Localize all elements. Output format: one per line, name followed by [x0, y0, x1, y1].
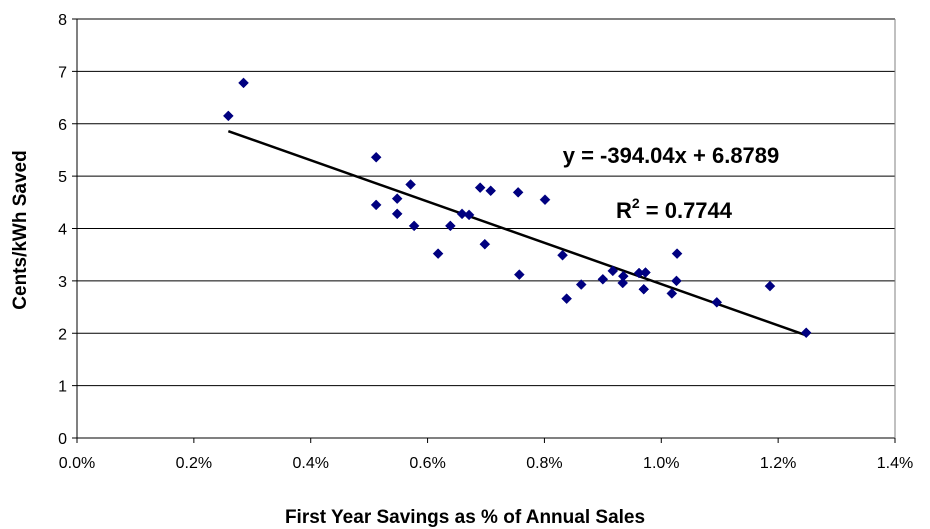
- y-tick-label-2: 2: [58, 326, 67, 343]
- r-squared-value: = 0.7744: [640, 198, 733, 223]
- data-point-28: [666, 288, 678, 299]
- data-point-6: [405, 179, 416, 190]
- x-axis-tick-labels: 0.0% 0.2% 0.4% 0.6% 0.8% 1.0% 1.2% 1.4%: [59, 438, 913, 472]
- data-point-8: [432, 248, 444, 259]
- y-tick-label-3: 3: [58, 274, 67, 291]
- data-point-9: [445, 220, 456, 232]
- x-tick-label-6: 1.2%: [760, 455, 796, 472]
- data-point-32: [764, 280, 776, 292]
- data-point-20: [575, 279, 587, 290]
- data-point-30: [671, 248, 683, 259]
- trendline-r-squared: R2 = 0.7744: [616, 195, 733, 223]
- data-point-27: [640, 267, 651, 278]
- data-point-2: [370, 151, 382, 163]
- trendline: [227, 129, 807, 337]
- data-point-1: [238, 77, 249, 89]
- x-tick-label-1: 0.2%: [176, 455, 212, 472]
- x-tick-label-2: 0.4%: [292, 455, 328, 472]
- data-point-21: [597, 273, 609, 285]
- data-point-13: [479, 238, 491, 250]
- y-tick-label-4: 4: [58, 222, 67, 239]
- y-tick-label-5: 5: [58, 169, 67, 186]
- y-tick-label-6: 6: [58, 117, 67, 134]
- y-tick-label-8: 8: [58, 12, 67, 29]
- trendline-equation: y = -394.04x + 6.8789: [563, 143, 780, 168]
- r-squared-prefix: R: [616, 198, 632, 223]
- data-point-12: [474, 182, 486, 194]
- data-point-22: [607, 265, 619, 277]
- data-point-3: [370, 199, 382, 211]
- x-tick-label-3: 0.6%: [409, 455, 445, 472]
- data-point-16: [513, 269, 525, 280]
- x-tick-label-0: 0.0%: [59, 455, 95, 472]
- data-point-31: [711, 296, 723, 308]
- data-point-18: [557, 249, 568, 261]
- data-point-4: [391, 193, 403, 204]
- x-tick-label-4: 0.8%: [526, 455, 562, 472]
- x-axis-title: First Year Savings as % of Annual Sales: [285, 507, 645, 528]
- data-point-17: [539, 194, 551, 206]
- data-point-23: [617, 277, 629, 289]
- trendline-path: [227, 129, 807, 337]
- data-point-15: [512, 187, 524, 198]
- data-point-0: [222, 110, 234, 122]
- data-point-33: [800, 327, 812, 339]
- y-tick-label-0: 0: [58, 431, 67, 448]
- data-point-10: [456, 208, 468, 220]
- r-squared-exponent: 2: [632, 195, 640, 211]
- data-point-14: [485, 185, 497, 197]
- y-axis-title: Cents/kWh Saved: [10, 150, 31, 309]
- data-point-11: [463, 209, 475, 221]
- data-point-29: [671, 275, 682, 287]
- data-point-7: [408, 220, 420, 232]
- x-tick-label-7: 1.4%: [877, 455, 913, 472]
- y-axis-tick-labels: 0 1 2 3 4 5 6 7 8: [58, 12, 77, 448]
- y-tick-label-7: 7: [58, 64, 67, 81]
- data-points: [222, 77, 812, 339]
- data-point-26: [638, 283, 650, 295]
- data-point-24: [617, 270, 629, 282]
- data-point-5: [391, 208, 403, 220]
- x-tick-label-5: 1.0%: [643, 455, 679, 472]
- data-point-19: [561, 293, 572, 305]
- gridlines: [77, 18, 895, 387]
- y-tick-label-1: 1: [58, 379, 67, 396]
